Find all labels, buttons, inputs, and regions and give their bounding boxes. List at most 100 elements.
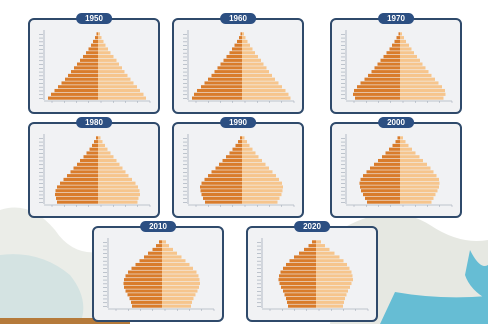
- bar-right: [316, 262, 347, 267]
- bar-right: [400, 200, 432, 204]
- bar-right: [98, 158, 117, 163]
- bar-left: [205, 200, 242, 204]
- bar-left: [363, 174, 400, 178]
- bar-left: [144, 255, 162, 259]
- bar-right: [242, 155, 259, 159]
- bar-right: [98, 181, 136, 185]
- bar-right: [98, 162, 120, 166]
- bar-right: [400, 170, 434, 174]
- bar-right: [316, 289, 348, 293]
- bar-left: [389, 47, 400, 51]
- bar-right: [242, 62, 264, 66]
- bar-right: [400, 73, 432, 78]
- bar-right: [400, 143, 409, 148]
- bar-right: [316, 259, 344, 263]
- bar-right: [316, 240, 321, 244]
- bar-left: [80, 158, 98, 163]
- bar-right: [400, 85, 442, 89]
- bar-left: [200, 189, 242, 193]
- bar-left: [378, 158, 400, 163]
- bar-right: [98, 136, 101, 140]
- bar-right: [162, 300, 192, 304]
- bar-left: [235, 143, 242, 148]
- bar-right: [400, 96, 444, 100]
- bar-left: [55, 192, 98, 197]
- bar-left: [232, 47, 242, 51]
- bar-left: [240, 32, 242, 36]
- pyramid-panel: 1960: [172, 13, 304, 114]
- bar-right: [242, 77, 275, 81]
- bar-left: [131, 266, 162, 270]
- bar-right: [400, 54, 417, 59]
- bar-right: [242, 174, 276, 178]
- pyramid-panel: 2010: [92, 221, 224, 322]
- bar-left: [197, 88, 242, 93]
- bar-right: [400, 92, 446, 96]
- bar-right: [98, 174, 129, 178]
- bar-right: [98, 81, 134, 85]
- bar-left: [286, 262, 316, 267]
- bar-left: [355, 96, 400, 100]
- bar-left: [51, 92, 98, 96]
- bar-left: [239, 36, 242, 40]
- bar-right: [162, 247, 173, 252]
- bar-right: [98, 58, 117, 62]
- bar-left: [365, 196, 400, 200]
- bar-left: [56, 196, 98, 200]
- bar-left: [226, 54, 242, 59]
- bar-right: [242, 151, 256, 155]
- bar-left: [220, 62, 242, 66]
- bar-right: [242, 36, 246, 40]
- bar-left: [57, 200, 98, 204]
- bar-right: [98, 32, 100, 36]
- bar-right: [400, 177, 439, 182]
- bar-right: [162, 281, 200, 286]
- bar-right: [98, 88, 140, 93]
- bar-right: [242, 85, 282, 89]
- bar-left: [370, 166, 400, 170]
- bar-left: [201, 85, 242, 89]
- bar-left: [299, 251, 316, 255]
- pyramid-chart: [257, 238, 369, 311]
- bar-right: [242, 88, 286, 93]
- bar-right: [242, 58, 261, 62]
- bar-right: [400, 36, 404, 40]
- bar-right: [162, 244, 169, 248]
- bar-left: [392, 43, 400, 47]
- bar-left: [93, 39, 98, 44]
- bar-right: [162, 296, 194, 301]
- bar-right: [400, 77, 435, 81]
- bar-right: [400, 174, 437, 178]
- bar-left: [148, 251, 162, 255]
- bar-right: [98, 85, 137, 89]
- bar-right: [400, 181, 440, 185]
- bar-left: [204, 177, 242, 182]
- bar-left: [223, 58, 242, 62]
- bar-left: [60, 181, 98, 185]
- bar-left: [73, 166, 98, 170]
- bar-left: [83, 155, 98, 159]
- bar-right: [98, 170, 126, 174]
- bar-right: [242, 92, 289, 96]
- bar-left: [92, 143, 98, 148]
- bar-left: [360, 177, 400, 182]
- bar-right: [242, 143, 250, 148]
- bar-left: [364, 77, 400, 81]
- bar-left: [61, 81, 98, 85]
- bar-right: [316, 244, 325, 248]
- bar-right: [98, 185, 138, 189]
- bar-right: [98, 96, 146, 100]
- bar-left: [123, 281, 162, 286]
- bar-left: [74, 66, 98, 70]
- bar-right: [242, 47, 253, 51]
- year-badge: 2000: [378, 117, 414, 128]
- bar-left: [395, 140, 400, 144]
- bar-right: [98, 77, 131, 81]
- bar-left: [312, 240, 316, 244]
- bar-right: [98, 143, 105, 148]
- bar-right: [162, 266, 193, 270]
- bar-left: [366, 170, 400, 174]
- bar-right: [242, 136, 245, 140]
- bar-right: [242, 162, 266, 166]
